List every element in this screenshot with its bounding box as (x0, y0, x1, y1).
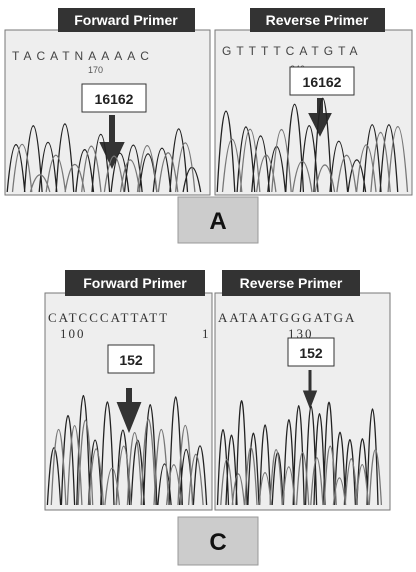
marker: 152 (119, 352, 143, 368)
tab-title: Forward Primer (83, 275, 187, 291)
tab-title: Reverse Primer (240, 275, 343, 291)
tab-title: Reverse Primer (266, 12, 369, 28)
marker: 16162 (95, 91, 134, 107)
sequence: CATCCCATTATT (48, 310, 169, 325)
panel-label: C (209, 529, 226, 556)
position: 1 (202, 326, 211, 341)
sequence: TACATNAAAAC (12, 49, 154, 63)
position: 170 (88, 65, 103, 75)
sequence: AATAATGGGATGA (218, 310, 356, 325)
position: 100 (60, 326, 86, 341)
panel-label: A (209, 208, 226, 235)
marker: 16162 (303, 74, 342, 90)
sequence: GTTTTCATGTA (222, 44, 363, 58)
tab-title: Forward Primer (74, 12, 178, 28)
marker: 152 (299, 345, 323, 361)
figure: Forward Primer Reverse Primer TACATNAAAA… (0, 0, 416, 572)
